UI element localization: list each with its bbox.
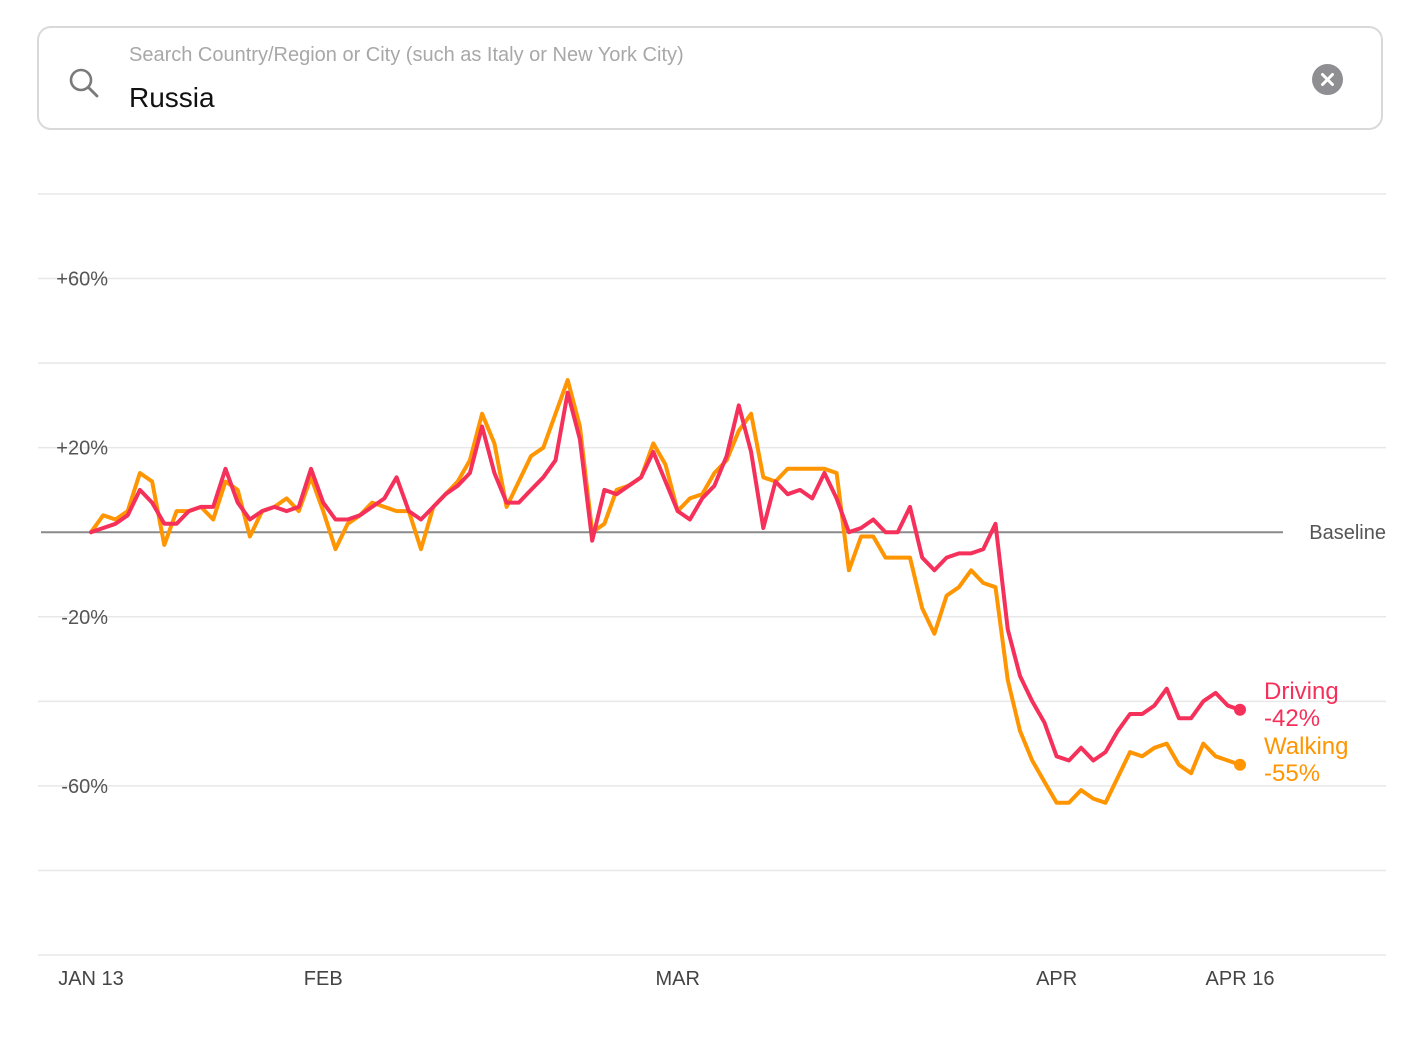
series-line-walking [89, 378, 1242, 805]
y-tick-label: +60% [56, 269, 108, 291]
clear-search-button[interactable] [1312, 64, 1343, 95]
search-box[interactable]: Search Country/Region or City (such as I… [37, 26, 1383, 130]
series-name-walking: Walking [1264, 733, 1348, 760]
search-placeholder: Search Country/Region or City (such as I… [129, 44, 684, 66]
series-value-driving: -42% [1264, 705, 1320, 732]
x-tick-label: FEB [304, 968, 343, 990]
search-input[interactable]: Russia [129, 82, 215, 113]
x-tick-label: APR [1036, 968, 1077, 990]
close-icon [1321, 73, 1334, 86]
y-tick-label: -60% [61, 776, 108, 798]
y-axis: +60% +20% -20% -60% [56, 269, 108, 798]
x-tick-label: MAR [655, 968, 699, 990]
x-tick-label: JAN 13 [58, 968, 124, 990]
x-tick-label: APR 16 [1206, 968, 1275, 990]
series-value-walking: -55% [1264, 760, 1320, 787]
x-axis: JAN 13 FEB MAR APR APR 16 [58, 968, 1274, 990]
series-end-point-walking [1234, 758, 1246, 771]
gridlines [38, 193, 1386, 956]
search-icon [67, 66, 101, 100]
y-tick-label: -20% [61, 607, 108, 629]
series-end-point-driving [1234, 703, 1246, 716]
series-name-driving: Driving [1264, 678, 1339, 705]
series-group: Driving-42%Walking-55% [89, 378, 1348, 805]
baseline-label: Baseline [1309, 522, 1386, 544]
y-tick-label: +20% [56, 438, 108, 460]
baseline: Baseline [41, 522, 1386, 544]
series-line-driving [89, 390, 1242, 763]
